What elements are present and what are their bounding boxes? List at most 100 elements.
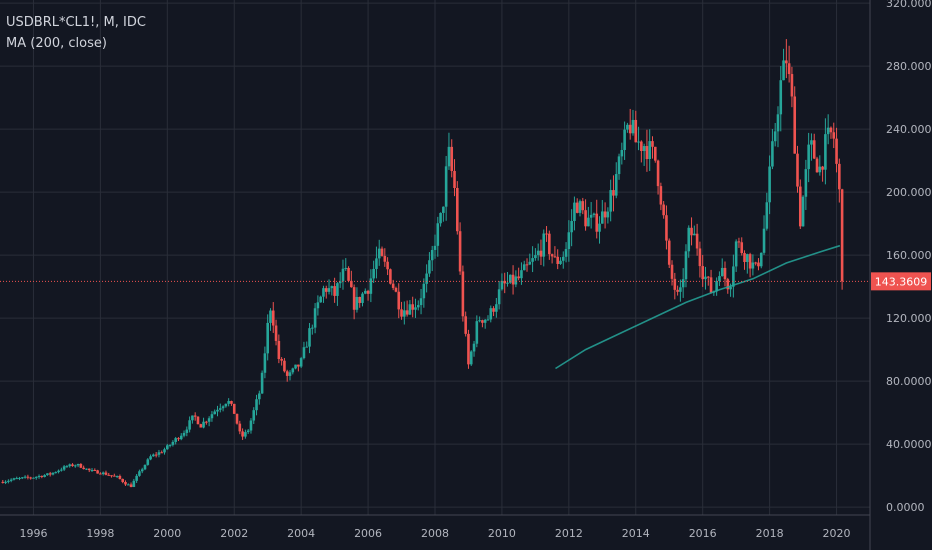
candle-body [659, 186, 663, 205]
candle-body [553, 256, 557, 258]
candle-body [218, 408, 222, 410]
candle-body [729, 286, 732, 290]
x-tick-label: 2018 [756, 527, 784, 540]
candle-body [40, 475, 44, 477]
candle-body [589, 214, 593, 218]
candle-body [322, 288, 325, 297]
x-tick-label: 2016 [689, 527, 717, 540]
candle-body [238, 423, 242, 432]
candle-body [18, 477, 21, 479]
candle-body [779, 80, 783, 115]
candle-body [324, 288, 328, 292]
last-price-label: 143.3609 [875, 275, 928, 288]
candle-body [43, 475, 46, 477]
candle-body [263, 353, 267, 373]
candle-body [54, 472, 58, 474]
candle-body [361, 293, 364, 303]
candle-body [556, 256, 559, 264]
candle-body [104, 472, 108, 475]
candle-body [676, 289, 679, 292]
candle-body [511, 274, 515, 285]
candle-body [372, 268, 375, 279]
candle-body [640, 141, 643, 151]
candle-body [709, 277, 713, 293]
legend: USDBRL*CL1!, M, IDC MA (200, close) [6, 12, 146, 54]
candle-body [495, 304, 498, 312]
candle-body [807, 144, 810, 170]
candle-body [135, 475, 138, 481]
candle-body [578, 201, 582, 213]
candle-body [785, 60, 788, 64]
candle-body [810, 140, 813, 145]
candle-body [249, 420, 253, 431]
candle-body [422, 283, 426, 299]
candle-body [57, 470, 60, 473]
candle-body [450, 146, 454, 171]
candle-body [118, 475, 122, 479]
indicator-title[interactable]: MA (200, close) [6, 36, 107, 51]
candle-body [299, 358, 303, 367]
moving-average-line [555, 244, 841, 370]
candle-body [227, 401, 230, 404]
candle-body [609, 190, 612, 212]
x-tick-label: 2014 [622, 527, 650, 540]
candle-body [430, 249, 434, 261]
candle-body [771, 141, 774, 167]
candle-body [673, 278, 677, 290]
candle-body [405, 310, 409, 315]
candle-body [567, 232, 571, 250]
candle-body [93, 469, 97, 471]
candle-body [548, 233, 551, 255]
candle-body [221, 406, 225, 409]
candle-body [475, 321, 479, 344]
candle-body [612, 190, 615, 196]
candle-body [316, 302, 320, 309]
candle-body [138, 471, 141, 476]
candle-body [469, 351, 473, 365]
candle-body [82, 467, 85, 470]
candle-body [397, 291, 401, 310]
candle-body [174, 438, 177, 442]
candle-body [550, 254, 554, 257]
candle-body [258, 393, 261, 400]
candle-body [656, 160, 660, 187]
candle-body [177, 438, 180, 440]
candle-body [246, 430, 250, 433]
candle-body [132, 480, 136, 487]
candle-body [171, 441, 175, 445]
candle-body [73, 465, 77, 467]
candle-body [628, 124, 632, 134]
candle-body [101, 472, 105, 475]
candle-body [704, 276, 707, 280]
candle-body [191, 415, 194, 421]
symbol-title[interactable]: USDBRL*CL1!, M, IDC [6, 15, 146, 30]
candle-body [280, 358, 283, 361]
candle-body [679, 287, 682, 292]
candle-body [428, 260, 431, 274]
candle-body [693, 233, 696, 236]
candle-body [506, 282, 509, 284]
candle-body [4, 481, 7, 483]
candle-body [32, 477, 35, 479]
candle-body [740, 242, 744, 254]
candle-body [478, 320, 481, 322]
candle-body [188, 420, 191, 430]
candle-body [199, 424, 203, 428]
candle-body [433, 245, 437, 250]
candle-body [447, 146, 451, 167]
candle-body [110, 475, 113, 477]
candle-body [383, 255, 387, 262]
candle-body [207, 418, 211, 422]
candle-body [79, 463, 83, 468]
candle-body [416, 305, 420, 308]
candle-body [85, 468, 88, 470]
candle-body [157, 452, 161, 455]
last-price-tag [871, 272, 931, 291]
candle-body [386, 261, 389, 270]
candle-body [129, 484, 133, 487]
y-tick-label: 160.0000 [886, 249, 932, 262]
candle-body [146, 459, 150, 465]
candle-body [26, 476, 30, 478]
candle-body [614, 174, 618, 196]
